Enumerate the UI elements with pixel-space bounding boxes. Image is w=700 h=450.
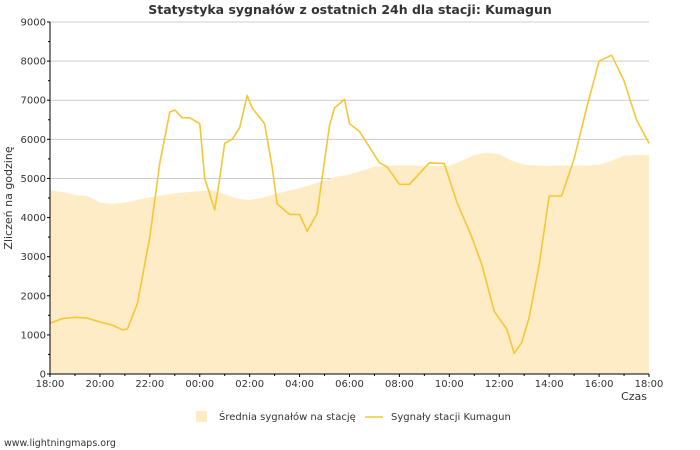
y-ticks: 0 1000 2000 3000 4000 5000 6000 7000 8000 9000 [21,18,46,381]
x-tick-label: 18:00 [36,379,65,390]
x-tick-label: 10:00 [435,379,464,390]
credit-text[interactable]: www.lightningmaps.org [4,438,116,449]
x-tick-label: 02:00 [235,379,264,390]
x-tick-label: 18:00 [635,379,664,390]
x-axis-label: Czas [621,390,647,403]
legend-label-average: Średnia sygnałów na stację [219,410,356,423]
y-tick-label: 3000 [21,252,46,263]
x-tick-label: 00:00 [185,379,214,390]
average-area-layer [50,152,649,374]
legend-label-station: Sygnały stacji Kumagun [391,412,511,423]
y-tick-label: 5000 [21,174,46,185]
x-tick-label: 12:00 [485,379,514,390]
y-tick-label: 8000 [21,57,46,68]
legend-swatch-average [196,411,207,422]
y-tick-label: 4000 [21,213,46,224]
x-ticks: 18:00 20:00 22:00 00:00 02:00 04:00 06:00 08:00… [36,379,664,390]
x-tick-label: 14:00 [535,379,564,390]
chart-title: Statystyka sygnałów z ostatnich 24h dla … [148,2,552,17]
average-signals-area [50,152,649,374]
axes [47,21,650,377]
y-tick-label: 7000 [21,96,46,107]
y-axis-label: Zliczeń na godzinę [2,146,15,249]
x-tick-label: 22:00 [135,379,164,390]
x-tick-label: 08:00 [385,379,414,390]
y-tick-label: 0 [40,370,46,381]
x-tick-label: 04:00 [285,379,314,390]
legend: Średnia sygnałów na stację Sygnały stacj… [196,410,511,423]
x-tick-label: 06:00 [335,379,364,390]
y-tick-label: 6000 [21,135,46,146]
y-tick-label: 2000 [21,291,46,302]
station-signals-line [49,54,650,355]
x-tick-label: 20:00 [86,379,115,390]
station-line-layer [49,54,650,355]
y-tick-label: 1000 [21,330,46,341]
y-tick-label: 9000 [21,18,46,29]
x-tick-label: 16:00 [585,379,614,390]
